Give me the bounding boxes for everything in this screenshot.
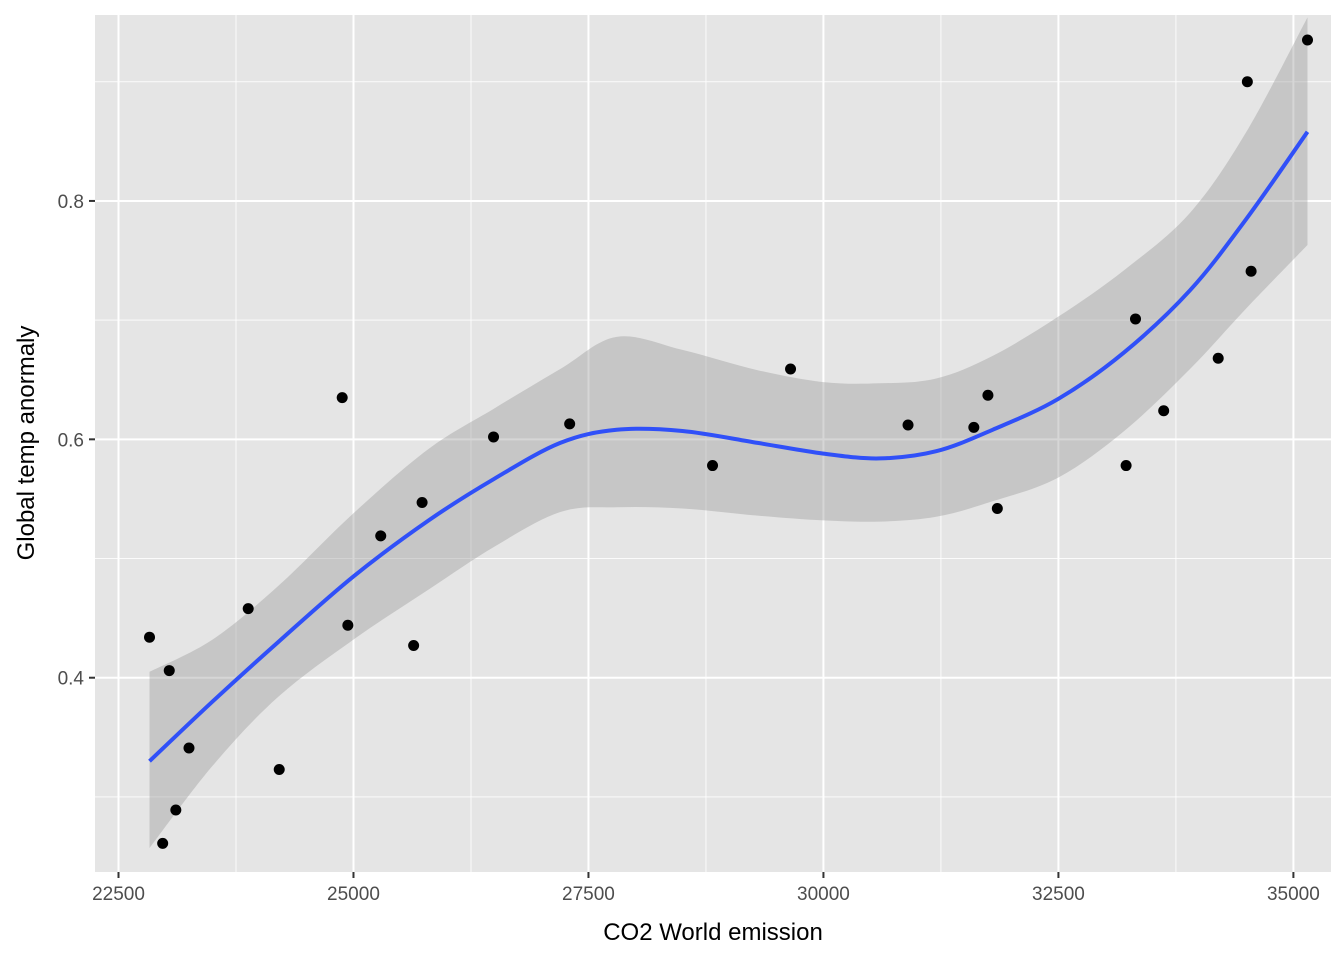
- data-point: [707, 460, 719, 472]
- data-point: [163, 665, 175, 677]
- data-point: [564, 418, 576, 430]
- y-tick-label: 0.8: [58, 192, 84, 213]
- data-point: [991, 502, 1003, 514]
- data-point: [375, 530, 387, 542]
- data-point: [902, 419, 914, 431]
- x-tick-label: 25000: [327, 884, 380, 905]
- x-tick-label: 22500: [92, 884, 145, 905]
- x-axis-title: CO2 World emission: [603, 919, 823, 946]
- x-tick-label: 27500: [562, 884, 615, 905]
- x-axis-ticks: 22500 25000 27500 30000 32500 35000: [92, 872, 1320, 905]
- scatter-points: [144, 34, 1314, 849]
- data-point: [242, 603, 254, 615]
- data-point: [342, 619, 354, 631]
- grid-minor: [95, 15, 1331, 872]
- data-point: [1129, 313, 1141, 325]
- data-point: [1120, 460, 1132, 472]
- x-tick-label: 32500: [1032, 884, 1085, 905]
- plot-panel: [95, 15, 1331, 872]
- data-point: [1158, 405, 1170, 417]
- y-axis-ticks: 0.4 0.6 0.8: [58, 192, 95, 690]
- data-point: [183, 742, 195, 754]
- data-point: [785, 363, 797, 375]
- data-point: [968, 421, 980, 433]
- data-point: [1241, 76, 1253, 88]
- data-point: [488, 431, 500, 443]
- data-point: [408, 640, 420, 652]
- data-point: [1302, 34, 1314, 46]
- data-point: [982, 389, 994, 401]
- data-point: [144, 631, 156, 643]
- data-point: [416, 497, 428, 509]
- data-point: [336, 392, 348, 404]
- confidence-ribbon: [149, 17, 1308, 849]
- y-axis-title: Global temp anormaly: [13, 326, 40, 561]
- data-point: [1212, 352, 1224, 364]
- data-point: [157, 837, 169, 849]
- x-tick-label: 35000: [1267, 884, 1320, 905]
- y-tick-label: 0.4: [58, 669, 85, 690]
- data-point: [1245, 265, 1257, 277]
- x-tick-label: 30000: [797, 884, 850, 905]
- data-point: [273, 763, 285, 775]
- smooth-fit-line: [148, 130, 1310, 763]
- y-tick-label: 0.6: [58, 430, 84, 451]
- data-point: [170, 804, 182, 816]
- grid-major: [95, 15, 1331, 872]
